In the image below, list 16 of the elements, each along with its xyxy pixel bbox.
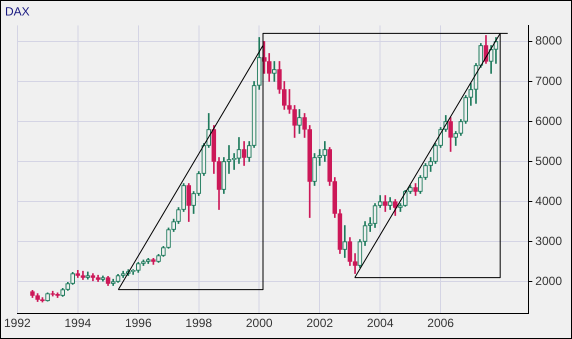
y-tick-label: 8000 [535, 34, 562, 48]
x-tick-label: 1998 [185, 316, 212, 330]
x-tick-label: 1992 [4, 316, 32, 330]
x-tick-label: 1996 [124, 316, 152, 330]
y-tick-label: 4000 [535, 194, 562, 208]
y-tick-label: 5000 [535, 154, 562, 168]
y-tick-label: 2000 [535, 274, 562, 288]
x-tick-label: 2006 [427, 316, 454, 330]
y-tick-label: 6000 [535, 114, 562, 128]
x-tick-label: 2004 [366, 316, 394, 330]
y-tick-label: 7000 [535, 74, 562, 88]
x-tick-label: 2000 [246, 316, 273, 330]
x-tick-label: 2002 [306, 316, 334, 330]
chart-title: DAX [5, 4, 30, 19]
y-tick-label: 3000 [535, 234, 562, 248]
x-tick-label: 1994 [64, 316, 92, 330]
